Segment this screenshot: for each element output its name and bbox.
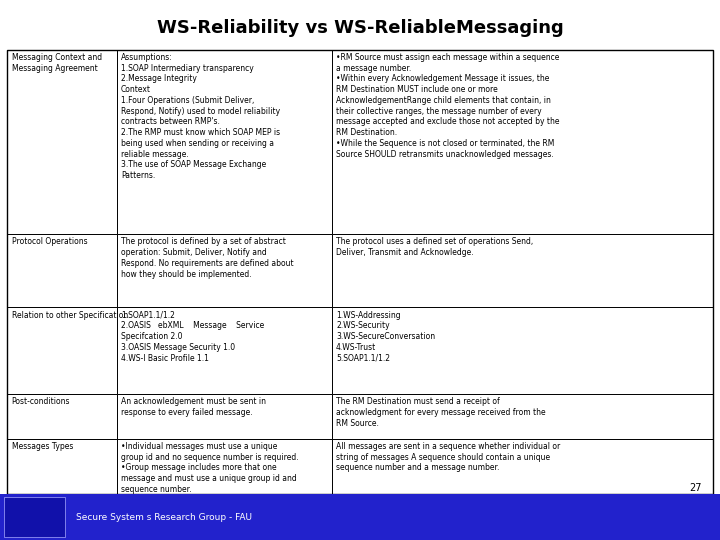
Text: Secure System s Research Group - FAU: Secure System s Research Group - FAU [76, 512, 251, 522]
Bar [117, 394, 332, 438]
Text: Protocol Operations: Protocol Operations [12, 238, 87, 246]
Text: Assumptions:
1.SOAP Intermediary transparency
2.Message Integrity
Context
1.Four: Assumptions: 1.SOAP Intermediary transpa… [121, 53, 280, 180]
Bar [4, 497, 65, 537]
Bar [332, 234, 713, 307]
Bar [7, 234, 117, 307]
Text: The RM Destination must send a receipt of
acknowledgment for every message recei: The RM Destination must send a receipt o… [336, 397, 546, 428]
Text: Messages Types: Messages Types [12, 442, 73, 451]
Bar [117, 307, 332, 394]
Bar [332, 50, 713, 234]
Bar [332, 394, 713, 438]
Text: WS-Reliability vs WS-ReliableMessaging: WS-Reliability vs WS-ReliableMessaging [157, 19, 563, 37]
Bar [117, 50, 332, 234]
Text: 27: 27 [690, 483, 702, 493]
Bar [117, 234, 332, 307]
Text: 1.SOAP1.1/1.2
2.OASIS   ebXML    Message    Service
Specifcation 2.0
3.OASIS Mes: 1.SOAP1.1/1.2 2.OASIS ebXML Message Serv… [121, 310, 264, 363]
Bar [7, 50, 117, 234]
Text: Post-conditions: Post-conditions [12, 397, 70, 406]
Text: The protocol is defined by a set of abstract
operation: Submit, Deliver, Notify : The protocol is defined by a set of abst… [121, 238, 294, 279]
Text: All messages are sent in a sequence whether individual or
string of messages A s: All messages are sent in a sequence whet… [336, 442, 560, 472]
Bar [7, 394, 117, 438]
Text: •RM Source must assign each message within a sequence
a message number.
•Within : •RM Source must assign each message with… [336, 53, 559, 159]
Bar [0, 494, 720, 540]
Text: 1.WS-Addressing
2.WS-Security
3.WS-SecureConversation
4.WS-Trust
5.SOAP1.1/1.2: 1.WS-Addressing 2.WS-Security 3.WS-Secur… [336, 310, 435, 363]
Bar [117, 438, 332, 494]
Text: An acknowledgement must be sent in
response to every failed message.: An acknowledgement must be sent in respo… [121, 397, 266, 417]
Text: Messaging Context and
Messaging Agreement: Messaging Context and Messaging Agreemen… [12, 53, 102, 73]
Bar [332, 307, 713, 394]
Bar [7, 50, 713, 494]
Bar [7, 307, 117, 394]
Bar [332, 438, 713, 494]
Bar [7, 438, 117, 494]
Text: Relation to other Specification: Relation to other Specification [12, 310, 127, 320]
Text: The protocol uses a defined set of operations Send,
Deliver, Transmit and Acknow: The protocol uses a defined set of opera… [336, 238, 534, 257]
Text: •Individual messages must use a unique
group id and no sequence number is requir: •Individual messages must use a unique g… [121, 442, 299, 494]
